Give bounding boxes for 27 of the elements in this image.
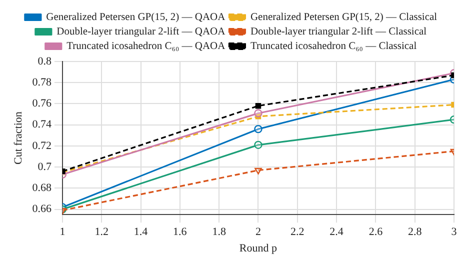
x-tick-label: 2 (255, 226, 261, 238)
y-tick-label: 0.78 (32, 76, 52, 89)
x-tick-label: 1.8 (212, 226, 226, 238)
y-tick-label: 0.74 (32, 118, 52, 131)
legend-label: Truncated icosahedron C₆₀ — QAOA (66, 41, 226, 52)
x-tick-label: 2.2 (290, 226, 304, 238)
legend-label: Truncated icosahedron C₆₀ — Classical (250, 41, 417, 52)
legend-label: Generalized Petersen GP(15, 2) — QAOA (46, 12, 226, 23)
x-axis-title: Round p (239, 242, 278, 254)
y-tick-label: 0.76 (32, 98, 52, 110)
y-axis-title: Cut fraction (12, 111, 24, 164)
legend-label: Double-layer triangular 2-lift — Classical (250, 26, 427, 38)
x-tick-label: 1.6 (173, 226, 188, 238)
x-tick-label: 3 (451, 226, 458, 238)
x-tick-label: 2.8 (408, 226, 422, 238)
y-tick-label: 0.7 (38, 160, 52, 173)
y-tick-label: 0.72 (32, 140, 52, 152)
y-tick-label: 0.66 (32, 203, 52, 216)
legend-label: Generalized Petersen GP(15, 2) — Classical (250, 12, 438, 23)
y-tick-label: 0.8 (38, 55, 52, 68)
x-tick-label: 1.2 (94, 226, 108, 238)
y-tick-label: 0.68 (32, 182, 52, 194)
legend-label: Double-layer triangular 2-lift — QAOA (56, 26, 226, 38)
x-tick-label: 1 (60, 226, 66, 238)
x-tick-label: 2.4 (330, 226, 344, 238)
x-tick-label: 2.6 (368, 226, 384, 238)
x-tick-label: 1.4 (134, 226, 148, 238)
